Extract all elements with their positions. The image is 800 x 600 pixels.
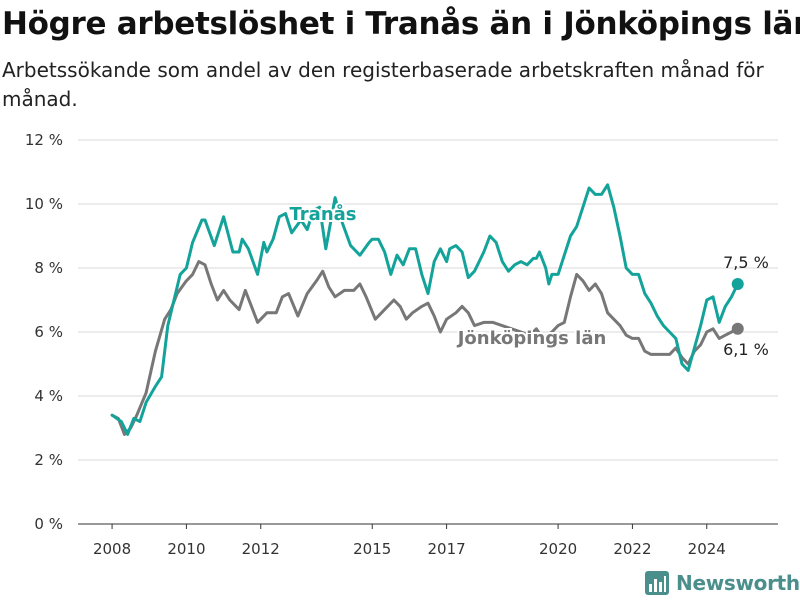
series-line-tranas bbox=[110, 183, 740, 436]
y-axis-ticks: 0 % 2 % 4 % 6 % 8 % 10 % 12 % bbox=[25, 131, 63, 533]
series-end-point bbox=[731, 278, 744, 290]
series-name-label: Jönköpings län bbox=[456, 328, 607, 349]
x-tick-label: 2010 bbox=[167, 540, 205, 558]
x-tick-label: 2015 bbox=[353, 540, 391, 558]
x-tick-label: 2020 bbox=[539, 540, 577, 558]
y-tick-label: 0 % bbox=[34, 515, 63, 533]
series-labels: Tranås 7,5 % Jönköpings län 6,1 % bbox=[288, 201, 769, 359]
y-tick-label: 12 % bbox=[25, 131, 63, 149]
series-lines bbox=[110, 183, 744, 436]
y-tick-label: 10 % bbox=[25, 195, 63, 213]
brand-name: Newsworthy bbox=[676, 571, 800, 595]
end-value-label: 7,5 % bbox=[723, 253, 769, 272]
newsworthy-logo: Newsworthy bbox=[644, 570, 800, 596]
x-tick-label: 2022 bbox=[613, 540, 651, 558]
x-tick-label: 2012 bbox=[242, 540, 280, 558]
end-value-label: 6,1 % bbox=[723, 340, 769, 359]
chart-title: Högre arbetslöshet i Tranås än i Jönköpi… bbox=[2, 6, 800, 42]
series-name-label: Tranås bbox=[290, 203, 357, 225]
x-axis: 2008 2010 2012 2015 2017 2020 2022 2024 bbox=[78, 523, 778, 558]
y-tick-label: 8 % bbox=[34, 259, 63, 277]
bar-chart-icon bbox=[645, 571, 669, 595]
y-tick-label: 2 % bbox=[34, 451, 63, 469]
gridlines bbox=[78, 139, 778, 461]
y-tick-label: 4 % bbox=[34, 387, 63, 405]
x-tick-label: 2017 bbox=[427, 540, 465, 558]
x-tick-label: 2008 bbox=[93, 540, 131, 558]
series-line-jonkopings-lan bbox=[110, 260, 740, 436]
series-end-point bbox=[731, 322, 744, 335]
x-tick-label: 2024 bbox=[688, 540, 726, 558]
chart-subtitle: Arbetssökande som andel av den registerb… bbox=[2, 58, 764, 111]
y-tick-label: 6 % bbox=[34, 323, 63, 341]
